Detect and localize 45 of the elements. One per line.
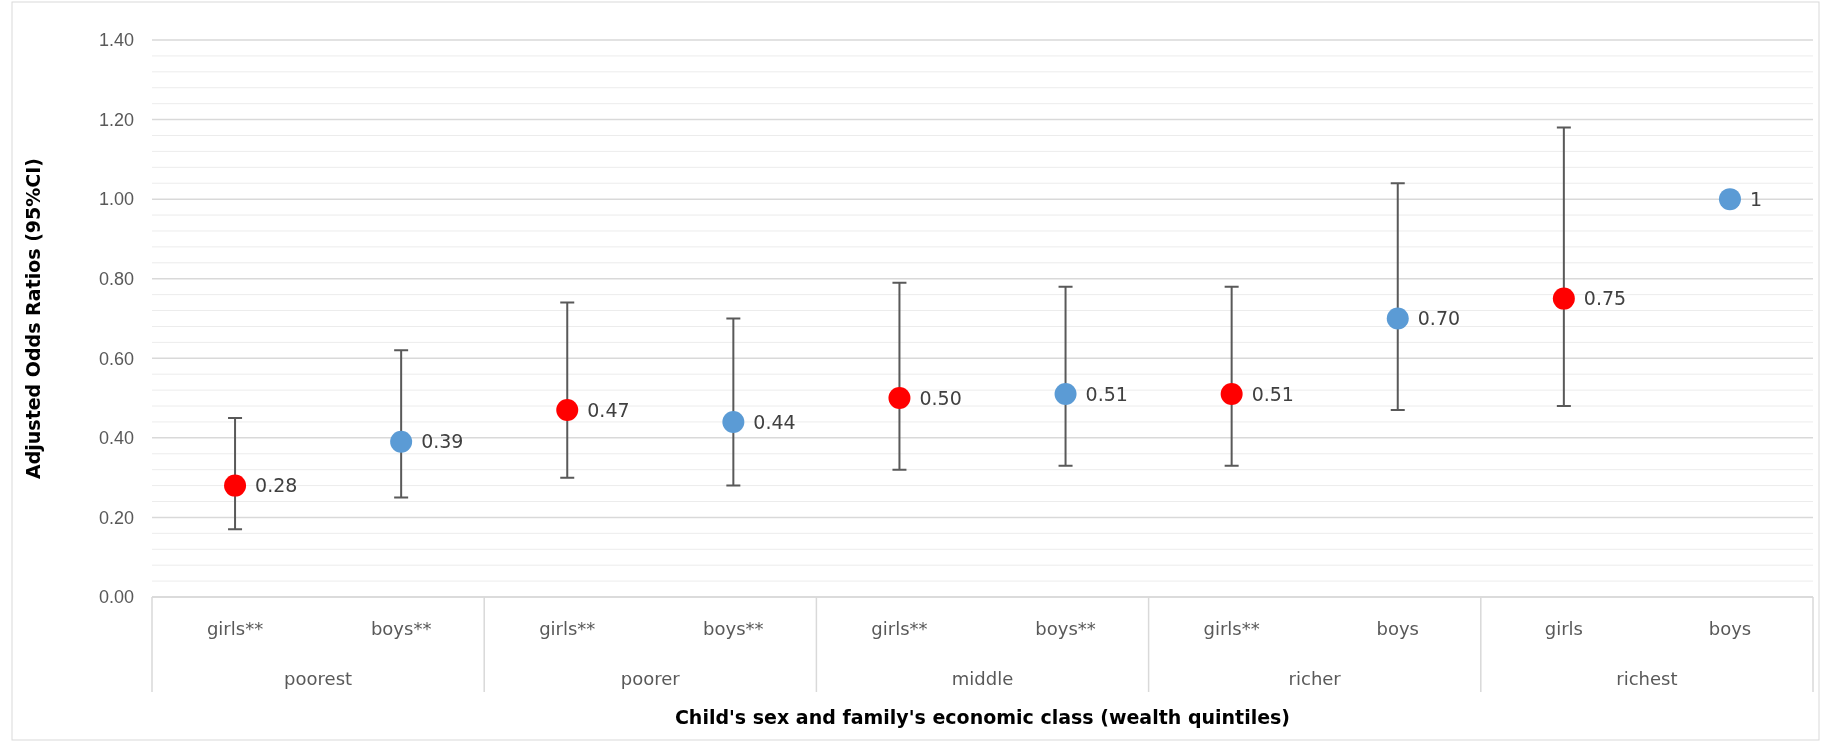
x-tick-label: girls — [1544, 618, 1583, 639]
x-tick-label: girls** — [1203, 618, 1260, 639]
data-label: 0.44 — [753, 410, 796, 433]
y-tick-label: 0.20 — [98, 507, 134, 528]
text: richest — [1616, 668, 1678, 689]
text: middle — [951, 668, 1014, 689]
data-label: 0.51 — [1085, 382, 1128, 405]
point — [224, 474, 247, 497]
x-axis-title: Child's sex and family's economic class (wealth quintiles) — [674, 706, 1291, 728]
y-tick-label: 1.40 — [98, 30, 134, 51]
x-tick-label: girls** — [206, 618, 264, 639]
y-tick-label: 0.00 — [98, 587, 134, 608]
x-tick-label: boys** — [370, 618, 432, 639]
data-label: 0.51 — [1251, 382, 1294, 405]
data-label: 0.70 — [1417, 307, 1461, 330]
data-label: 1 — [1749, 187, 1763, 210]
x-tick-label: boys** — [1035, 618, 1096, 639]
x-tick-label: girls** — [871, 618, 928, 639]
x-tick-label: girls** — [539, 618, 596, 639]
point — [888, 387, 911, 410]
text: richer — [1288, 668, 1342, 689]
x-tick-label: boys — [1376, 618, 1419, 639]
data-label: 0.39 — [421, 430, 464, 453]
point — [556, 399, 579, 421]
point — [1220, 383, 1243, 406]
data-label: 0.47 — [587, 398, 630, 421]
point — [1386, 307, 1409, 330]
y-tick-label: 1.00 — [98, 189, 134, 210]
point — [1718, 188, 1741, 211]
point — [1552, 287, 1575, 310]
y-tick-label: 0.80 — [98, 268, 134, 289]
y-axis-title: Adjusted Odds Ratios (95%CI) — [22, 158, 44, 479]
point — [1054, 383, 1077, 406]
text: poorer — [620, 668, 681, 689]
data-label: 0.50 — [919, 386, 962, 409]
y-tick-label: 0.60 — [98, 348, 134, 369]
y-tick-label: 0.40 — [98, 428, 134, 449]
data-label: 0.75 — [1583, 287, 1627, 310]
data-label: 0.28 — [255, 474, 298, 497]
y-tick-label: 1.20 — [98, 109, 134, 130]
x-tick-label: boys — [1708, 618, 1752, 639]
x-tick-label: boys** — [703, 618, 764, 639]
text: poorest — [284, 668, 353, 689]
point — [390, 430, 413, 453]
point — [722, 410, 745, 433]
